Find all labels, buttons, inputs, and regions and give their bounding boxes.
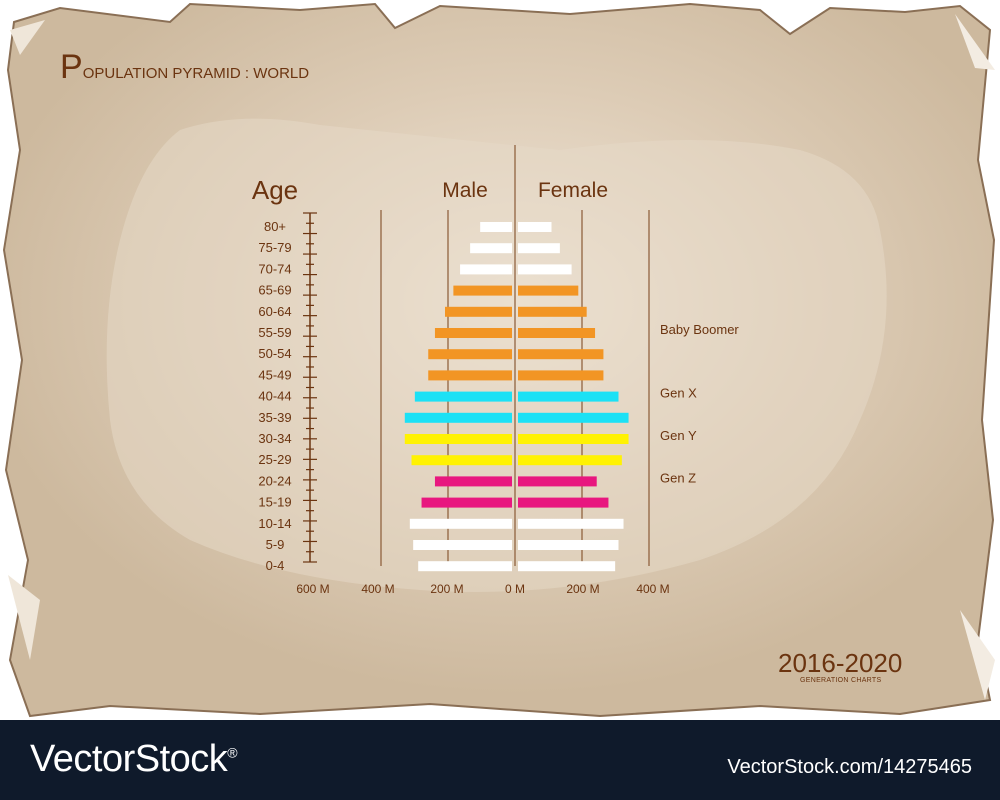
female-bar-80+ [518, 222, 552, 232]
x-tick-label: 200 M [430, 582, 463, 596]
male-bar-35-39 [404, 412, 512, 423]
brand-text: VectorStock [30, 738, 228, 780]
female-bar-50-54 [518, 349, 604, 360]
generation-label: Baby Boomer [660, 322, 739, 337]
female-label: Female [538, 179, 608, 202]
generation-label: Gen Z [660, 470, 696, 485]
male-label: Male [442, 179, 488, 202]
age-tick-label: 15-19 [258, 495, 291, 510]
age-tick-label: 40-44 [258, 389, 291, 404]
age-tick-label: 30-34 [258, 431, 291, 446]
female-bar-30-34 [518, 434, 629, 444]
x-tick-label: 400 M [361, 582, 394, 596]
x-tick-label: 400 M [636, 582, 669, 596]
age-axis-label: Age [252, 175, 298, 205]
age-tick-label: 0-4 [266, 558, 285, 573]
female-bar-20-24 [518, 476, 597, 487]
male-bar-70-74 [460, 264, 512, 275]
torn-paper-background [2, 2, 996, 718]
generation-label: Gen Y [660, 428, 697, 443]
x-tick-label: 0 M [505, 582, 525, 596]
footer-bar: VectorStock® VectorStock.com/14275465 [0, 720, 1000, 800]
generation-label: Gen X [660, 386, 697, 401]
female-bar-60-64 [518, 306, 587, 317]
age-tick-label: 55-59 [258, 325, 291, 340]
age-tick-label: 70-74 [258, 261, 291, 276]
x-tick-label: 200 M [566, 582, 599, 596]
age-tick-label: 75-79 [258, 240, 291, 255]
female-bar-70-74 [518, 264, 572, 275]
male-bar-5-9 [413, 540, 512, 550]
generation-charts-label: GENERATION CHARTS [800, 677, 882, 684]
male-bar-20-24 [434, 476, 512, 487]
female-bar-55-59 [518, 328, 596, 338]
male-bar-65-69 [453, 285, 512, 296]
age-tick-label: 10-14 [258, 516, 291, 531]
male-bar-15-19 [421, 497, 512, 508]
image-id: VectorStock.com/14275465 [727, 756, 972, 778]
age-tick-label: 45-49 [258, 367, 291, 382]
female-bar-45-49 [518, 370, 604, 381]
age-tick-label: 35-39 [258, 410, 291, 425]
age-tick-label: 60-64 [258, 304, 291, 319]
title-initial: P [60, 48, 83, 86]
female-bar-75-79 [518, 243, 560, 254]
female-bar-15-19 [518, 497, 609, 508]
registered-mark: ® [227, 744, 238, 761]
male-bar-80+ [480, 222, 512, 232]
age-tick-label: 5-9 [266, 537, 285, 552]
male-bar-60-64 [445, 306, 512, 317]
age-tick-label: 80+ [264, 219, 286, 234]
female-bar-40-44 [518, 391, 619, 402]
female-bar-25-29 [518, 455, 622, 466]
x-tick-label: 600 M [296, 582, 329, 596]
female-bar-0-4 [518, 561, 616, 572]
age-tick-label: 50-54 [258, 346, 291, 361]
age-tick-label: 25-29 [258, 452, 291, 467]
male-bar-25-29 [411, 455, 512, 466]
male-bar-45-49 [428, 370, 512, 381]
population-pyramid-chart: Age Male Female 80+ 75-79 70-74 65-69 60-64 55-5… [252, 145, 739, 596]
year-range: 2016-2020 [778, 648, 903, 678]
age-tick-label: 20-24 [258, 473, 291, 488]
male-bar-30-34 [404, 434, 512, 444]
title-rest: OPULATION PYRAMID : WORLD [82, 65, 310, 82]
female-bar-5-9 [518, 540, 619, 550]
page-title: POPULATION PYRAMID : WORLD [60, 48, 309, 87]
male-bar-50-54 [428, 349, 512, 360]
male-bar-0-4 [418, 561, 512, 572]
female-bar-35-39 [518, 412, 629, 423]
brand-logo: VectorStock® [30, 738, 238, 781]
male-bar-40-44 [414, 391, 512, 402]
female-bar-10-14 [518, 518, 624, 529]
female-bar-65-69 [518, 285, 579, 296]
age-tick-label: 65-69 [258, 283, 291, 298]
male-bar-10-14 [409, 518, 512, 529]
male-bar-75-79 [470, 243, 512, 254]
male-bar-55-59 [434, 328, 512, 338]
